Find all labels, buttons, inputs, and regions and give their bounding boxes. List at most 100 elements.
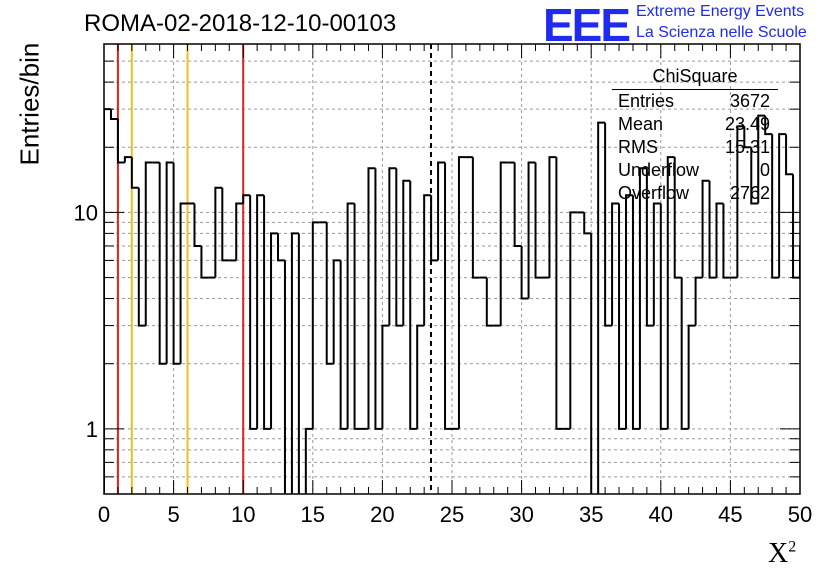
histogram-bin xyxy=(743,126,752,149)
histogram-bin xyxy=(402,179,411,326)
histogram-bin xyxy=(193,203,202,247)
histogram-bin xyxy=(673,157,682,279)
stats-title: ChiSquare xyxy=(612,66,778,90)
x-tick-label: 15 xyxy=(301,502,325,527)
histogram-bin xyxy=(583,212,592,235)
histogram-bin xyxy=(513,162,522,247)
stats-row-mean: Mean 23.49 xyxy=(618,114,770,134)
histogram-bin xyxy=(645,168,654,327)
histogram-bin xyxy=(332,259,341,364)
histogram-bin xyxy=(638,167,647,429)
x-tick-label: 40 xyxy=(649,502,673,527)
histogram-bin xyxy=(736,125,745,278)
histogram-bin xyxy=(701,179,710,278)
histogram-bin xyxy=(771,134,780,279)
histogram-bin xyxy=(367,167,376,429)
histogram-bin xyxy=(374,168,383,430)
histogram-bin xyxy=(409,180,418,430)
x-tick-label: 35 xyxy=(579,502,603,527)
histogram-bin xyxy=(290,232,299,494)
histogram-bins xyxy=(104,108,828,494)
histogram-bin xyxy=(256,194,265,429)
histogram-bin xyxy=(353,203,362,430)
stats-row-overflow: Overflow 2762 xyxy=(618,183,770,203)
x-tick-label: 0 xyxy=(98,502,110,527)
histogram-bin xyxy=(339,260,348,430)
histogram-bin xyxy=(785,134,794,176)
histogram-bin xyxy=(277,233,285,262)
y-tick-label: 1 xyxy=(86,417,98,442)
histogram-bin xyxy=(520,245,529,300)
histogram-bin xyxy=(821,299,828,326)
x-tick-label: 5 xyxy=(167,502,179,527)
histogram-bin xyxy=(527,161,536,299)
histogram-bin xyxy=(325,222,334,365)
histogram-bin xyxy=(666,156,675,429)
histogram-bin xyxy=(270,232,278,429)
histogram-bin xyxy=(471,157,480,279)
histogram-bin xyxy=(722,203,731,279)
histogram-bin xyxy=(104,108,111,494)
histogram-bin xyxy=(631,195,640,430)
histogram-bin xyxy=(116,119,125,164)
histogram-bin xyxy=(611,202,620,326)
histogram-bin xyxy=(597,121,606,494)
stats-box: ChiSquare Entries 3672 Mean 23.49 RMS 15.31… xyxy=(612,66,778,205)
histogram-bin xyxy=(172,162,181,365)
x-tick-label: 50 xyxy=(788,502,812,527)
histogram-bin xyxy=(757,114,766,204)
histogram-bin xyxy=(659,203,668,430)
histogram-bin xyxy=(764,115,773,136)
x-tick-label: 20 xyxy=(370,502,394,527)
logo-line-2: La Scienza nelle Scuole xyxy=(636,24,807,41)
x-tick-label: 10 xyxy=(231,502,255,527)
histogram-bin xyxy=(242,194,251,204)
histogram-bin xyxy=(680,277,689,430)
histogram-bin xyxy=(590,233,593,494)
histogram-bin xyxy=(144,161,153,326)
x-tick-label: 45 xyxy=(718,502,742,527)
histogram-bin xyxy=(388,167,397,326)
histogram-bin xyxy=(283,260,286,494)
histogram-bin xyxy=(179,202,188,364)
histogram-bin xyxy=(346,202,355,429)
histogram-bin xyxy=(750,147,759,205)
histogram-bin xyxy=(618,203,626,430)
stats-row-rms: RMS 15.31 xyxy=(618,137,770,157)
histogram-bin xyxy=(297,233,300,494)
histogram-bin xyxy=(165,161,174,364)
histogram-bin xyxy=(235,202,244,261)
histogram-bin xyxy=(263,195,272,430)
histogram-bin xyxy=(416,324,425,429)
histogram-bin xyxy=(778,133,787,278)
histogram-bin xyxy=(604,122,613,327)
logo-line-1: Extreme Energy Events xyxy=(636,3,805,20)
histogram-bin xyxy=(214,186,223,278)
histogram-bin xyxy=(430,195,439,262)
y-tick-label: 10 xyxy=(74,200,98,225)
histogram-bin xyxy=(652,202,661,326)
histogram-bin xyxy=(485,277,494,327)
histogram-bin xyxy=(534,162,543,279)
histogram-bin xyxy=(625,194,633,429)
histogram-bin xyxy=(304,427,313,494)
eee-logo: EEE xyxy=(543,0,631,51)
histogram-bin xyxy=(221,187,230,262)
histogram-bin xyxy=(444,162,452,430)
histogram-bin xyxy=(708,180,717,279)
histogram-bin xyxy=(555,157,564,430)
x-tick-label: 30 xyxy=(509,502,533,527)
histogram-bin xyxy=(687,324,696,429)
histogram-bin xyxy=(792,174,800,279)
histogram-bin xyxy=(423,194,432,326)
histogram-bin xyxy=(109,109,118,121)
histogram-bin xyxy=(799,244,800,278)
histogram-bin xyxy=(807,163,814,246)
histogram-bin xyxy=(381,324,390,429)
histogram-bin xyxy=(814,163,821,299)
histogram-bin xyxy=(395,168,404,327)
y-axis-label: Entries/bin xyxy=(14,42,45,166)
histogram-bin xyxy=(311,221,320,429)
histogram-bin xyxy=(137,187,146,327)
